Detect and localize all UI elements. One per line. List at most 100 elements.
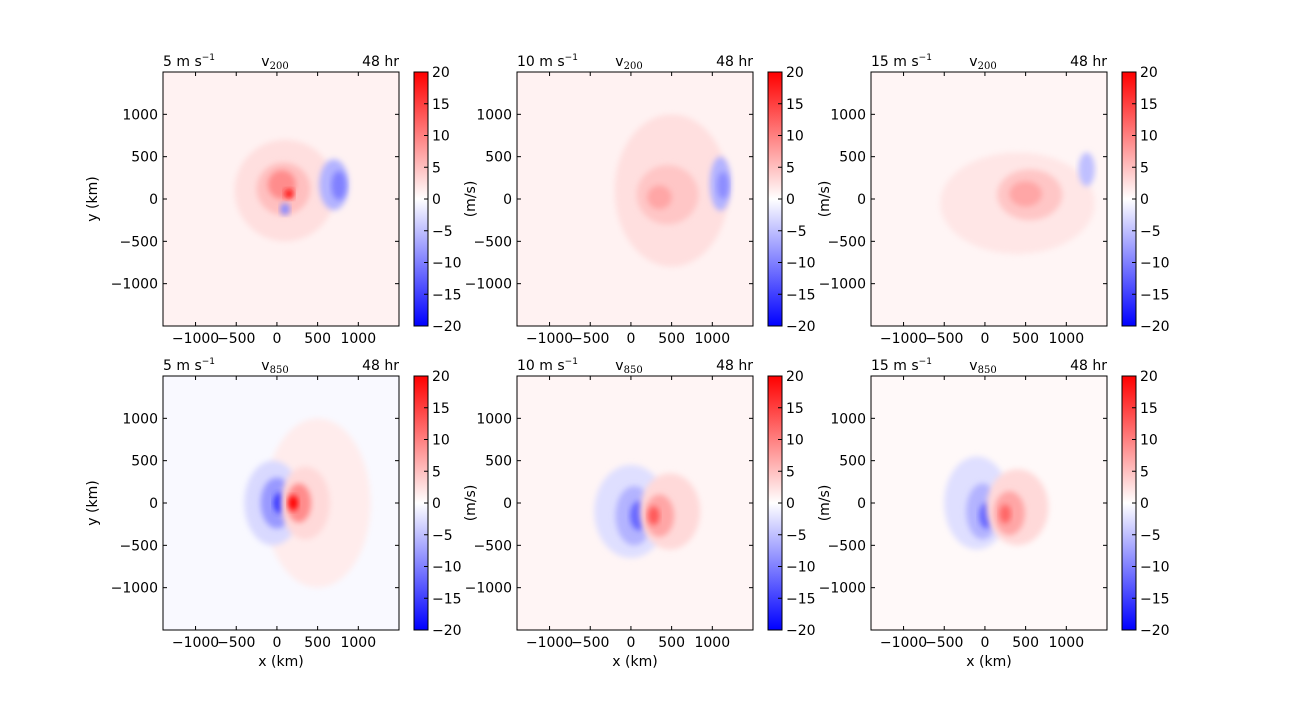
- y-tick-label: 1000: [122, 411, 158, 427]
- colorbar-tick-label: 0: [786, 192, 795, 208]
- colorbar-tick-label: 15: [786, 97, 804, 113]
- title-center-subscript: 200: [624, 61, 643, 72]
- heatmap-field: [871, 376, 1107, 630]
- title-left: 10 m s−1: [517, 53, 578, 70]
- heatmap-field: [517, 376, 753, 630]
- colorbar-label: (m/s): [817, 485, 833, 522]
- x-axis-label: x (km): [966, 654, 1011, 670]
- x-tick-label: −500: [571, 331, 609, 347]
- y-tick-label: 1000: [830, 107, 866, 123]
- colorbar-tick-label: −5: [1140, 528, 1161, 544]
- x-tick-label: 1000: [1048, 635, 1084, 651]
- y-axis-label: y (km): [85, 176, 101, 221]
- colorbar-tick-label: −10: [432, 256, 462, 272]
- title-right: 48 hr: [1070, 54, 1107, 70]
- colorbar: −20 −15 −10 −5 0 5 10 15 20: [413, 369, 462, 639]
- colorbar-tick-label: −15: [786, 591, 816, 607]
- colorbar-label: (m/s): [463, 485, 479, 522]
- y-tick-label: −500: [120, 538, 158, 554]
- colorbar-tick-label: −10: [786, 560, 816, 576]
- title-left-superscript: −1: [202, 53, 215, 63]
- x-tick-label: −500: [217, 635, 255, 651]
- title-center: v850: [615, 358, 642, 376]
- y-tick-label: 1000: [476, 107, 512, 123]
- colorbar-label: (m/s): [463, 181, 479, 218]
- field-anomaly: [331, 171, 347, 200]
- y-tick-label: 0: [857, 192, 866, 208]
- title-center: v850: [969, 358, 996, 376]
- colorbar-tick-label: 5: [786, 464, 795, 480]
- title-center-subscript: 850: [978, 365, 997, 376]
- colorbar-tick-label: 0: [432, 496, 441, 512]
- y-tick-label: −1000: [111, 581, 158, 597]
- colorbar-tick-label: −10: [1140, 560, 1170, 576]
- colorbar-label: (m/s): [817, 181, 833, 218]
- title-left-superscript: −1: [919, 357, 932, 367]
- x-tick-label: 1000: [694, 331, 730, 347]
- field-anomaly: [1009, 181, 1042, 207]
- colorbar-tick-label: 5: [1140, 464, 1149, 480]
- title-right: 48 hr: [1070, 358, 1107, 374]
- title-left-text: 15 m s: [871, 358, 919, 374]
- y-tick-label: −500: [828, 538, 866, 554]
- title-center-text: v: [261, 54, 269, 70]
- x-tick-label: 1000: [340, 635, 376, 651]
- colorbar-tick-label: 10: [1140, 433, 1158, 449]
- title-left-text: 15 m s: [871, 54, 919, 70]
- colorbar: −20 −15 −10 −5 0 5 10 15 20: [413, 65, 462, 335]
- colorbar-tick-label: 10: [786, 433, 804, 449]
- y-tick-label: −500: [474, 538, 512, 554]
- title-left-superscript: −1: [919, 53, 932, 63]
- colorbar-tick-label: 15: [432, 401, 450, 417]
- title-center: v200: [261, 54, 288, 72]
- x-tick-label: −1000: [880, 635, 927, 651]
- field-anomaly: [284, 188, 295, 199]
- colorbar-tick-label: 20: [432, 65, 450, 81]
- colorbar-tick-label: −15: [786, 287, 816, 303]
- title-left: 15 m s−1: [871, 357, 932, 374]
- title-left: 5 m s−1: [163, 357, 215, 374]
- y-tick-label: 1000: [830, 411, 866, 427]
- field-anomaly: [648, 506, 660, 526]
- x-tick-label: −500: [925, 331, 963, 347]
- colorbar-tick-label: 5: [432, 160, 441, 176]
- title-left-text: 5 m s: [163, 358, 202, 374]
- title-left-text: 5 m s: [163, 54, 202, 70]
- y-tick-label: −1000: [465, 581, 512, 597]
- x-tick-label: 0: [272, 331, 281, 347]
- x-tick-label: −500: [217, 331, 255, 347]
- heatmap-field: [871, 72, 1107, 326]
- x-tick-label: 0: [272, 635, 281, 651]
- x-tick-label: 0: [626, 331, 635, 347]
- field-anomaly: [644, 494, 675, 537]
- colorbar-tick-label: 20: [786, 65, 804, 81]
- x-tick-label: −1000: [880, 331, 927, 347]
- y-tick-label: 0: [503, 192, 512, 208]
- colorbar-tick-label: −20: [1140, 319, 1170, 335]
- title-center-text: v: [261, 358, 269, 374]
- field-anomaly: [288, 495, 299, 511]
- title-center-text: v: [615, 358, 623, 374]
- colorbar: −20 −15 −10 −5 0 5 10 15 20 (m/s): [463, 65, 816, 335]
- colorbar-tick-label: 15: [432, 97, 450, 113]
- y-tick-label: 500: [131, 454, 158, 470]
- y-tick-label: −500: [474, 234, 512, 250]
- colorbar-tick-label: 20: [1140, 369, 1158, 385]
- colorbar-tick-label: −20: [786, 623, 816, 639]
- x-tick-label: 0: [980, 331, 989, 347]
- x-tick-label: 500: [304, 635, 331, 651]
- colorbar-tick-label: 10: [786, 129, 804, 145]
- y-tick-label: −500: [828, 234, 866, 250]
- x-axis-label: x (km): [258, 654, 303, 670]
- colorbar-tick-label: −20: [432, 623, 462, 639]
- title-right: 48 hr: [362, 358, 399, 374]
- heatmap-field: [163, 376, 399, 630]
- colorbar-tick-label: 20: [786, 369, 804, 385]
- colorbar-tick-label: 0: [786, 496, 795, 512]
- y-tick-label: 0: [149, 496, 158, 512]
- colorbar-tick-label: 20: [432, 369, 450, 385]
- y-tick-label: 500: [485, 150, 512, 166]
- y-tick-label: −1000: [465, 277, 512, 293]
